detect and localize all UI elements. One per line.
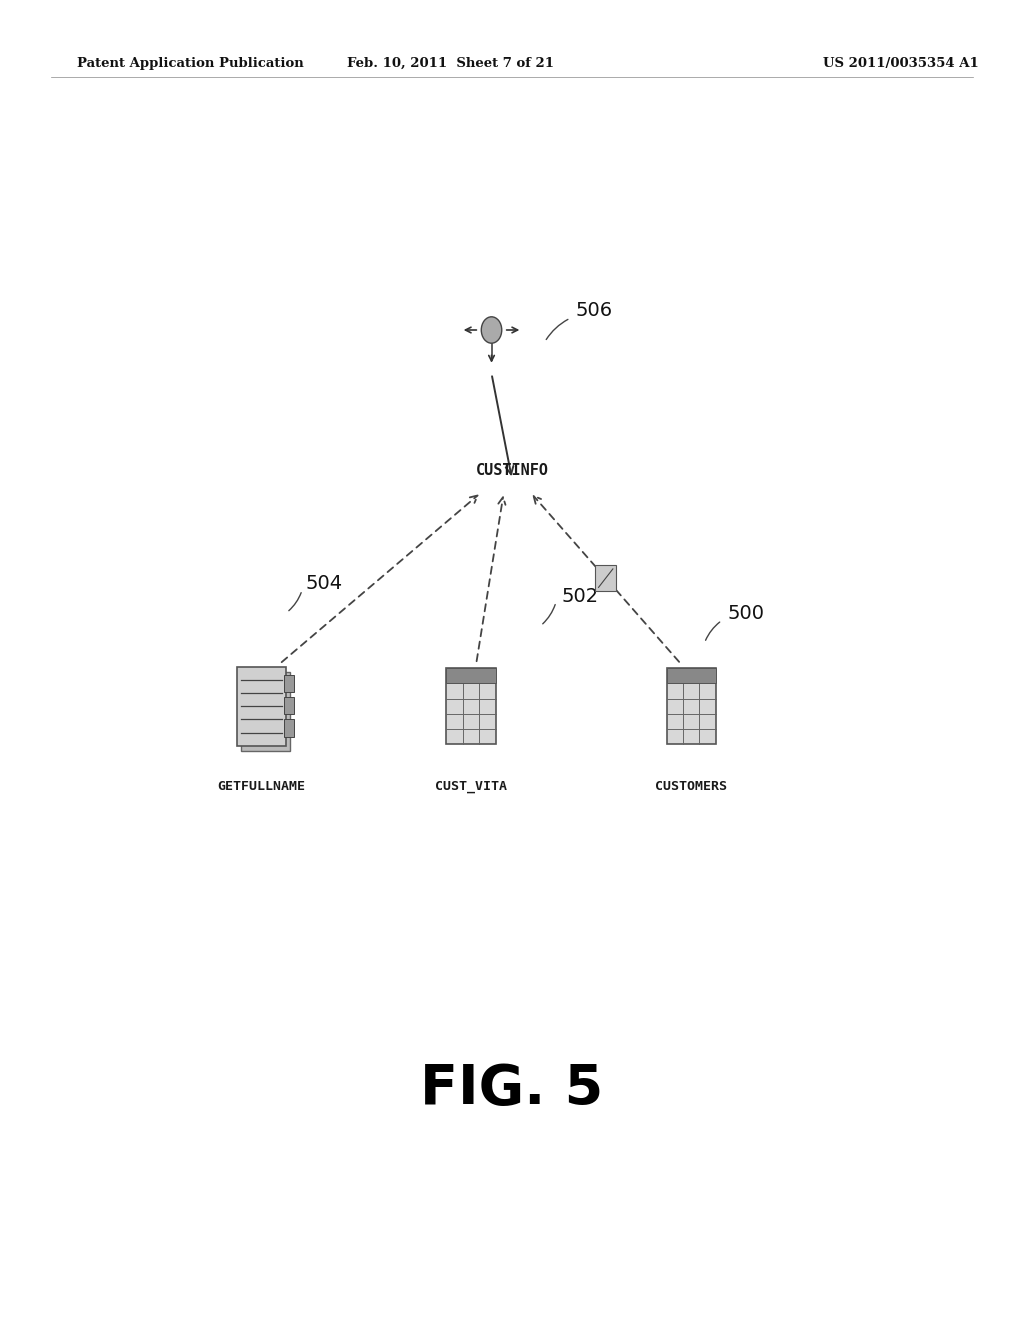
Circle shape: [481, 317, 502, 343]
Bar: [667, 668, 716, 684]
Bar: [446, 668, 496, 744]
Bar: [446, 668, 496, 684]
Text: 502: 502: [561, 587, 598, 606]
Text: FIG. 5: FIG. 5: [421, 1063, 603, 1115]
Bar: [284, 719, 294, 737]
Bar: [284, 675, 294, 692]
Bar: [667, 668, 716, 744]
Text: CUSTINFO: CUSTINFO: [475, 463, 549, 478]
Text: US 2011/0035354 A1: US 2011/0035354 A1: [823, 57, 979, 70]
Bar: [284, 697, 294, 714]
Text: GETFULLNAME: GETFULLNAME: [217, 780, 305, 793]
Text: CUST_VITA: CUST_VITA: [435, 780, 507, 793]
Text: 504: 504: [305, 574, 342, 593]
Text: Patent Application Publication: Patent Application Publication: [77, 57, 303, 70]
Bar: [237, 667, 286, 746]
Text: 500: 500: [727, 605, 764, 623]
Text: CUSTOMERS: CUSTOMERS: [655, 780, 727, 793]
Bar: [596, 565, 616, 591]
Bar: [241, 672, 290, 751]
Text: 506: 506: [575, 301, 612, 319]
Text: Feb. 10, 2011  Sheet 7 of 21: Feb. 10, 2011 Sheet 7 of 21: [347, 57, 554, 70]
